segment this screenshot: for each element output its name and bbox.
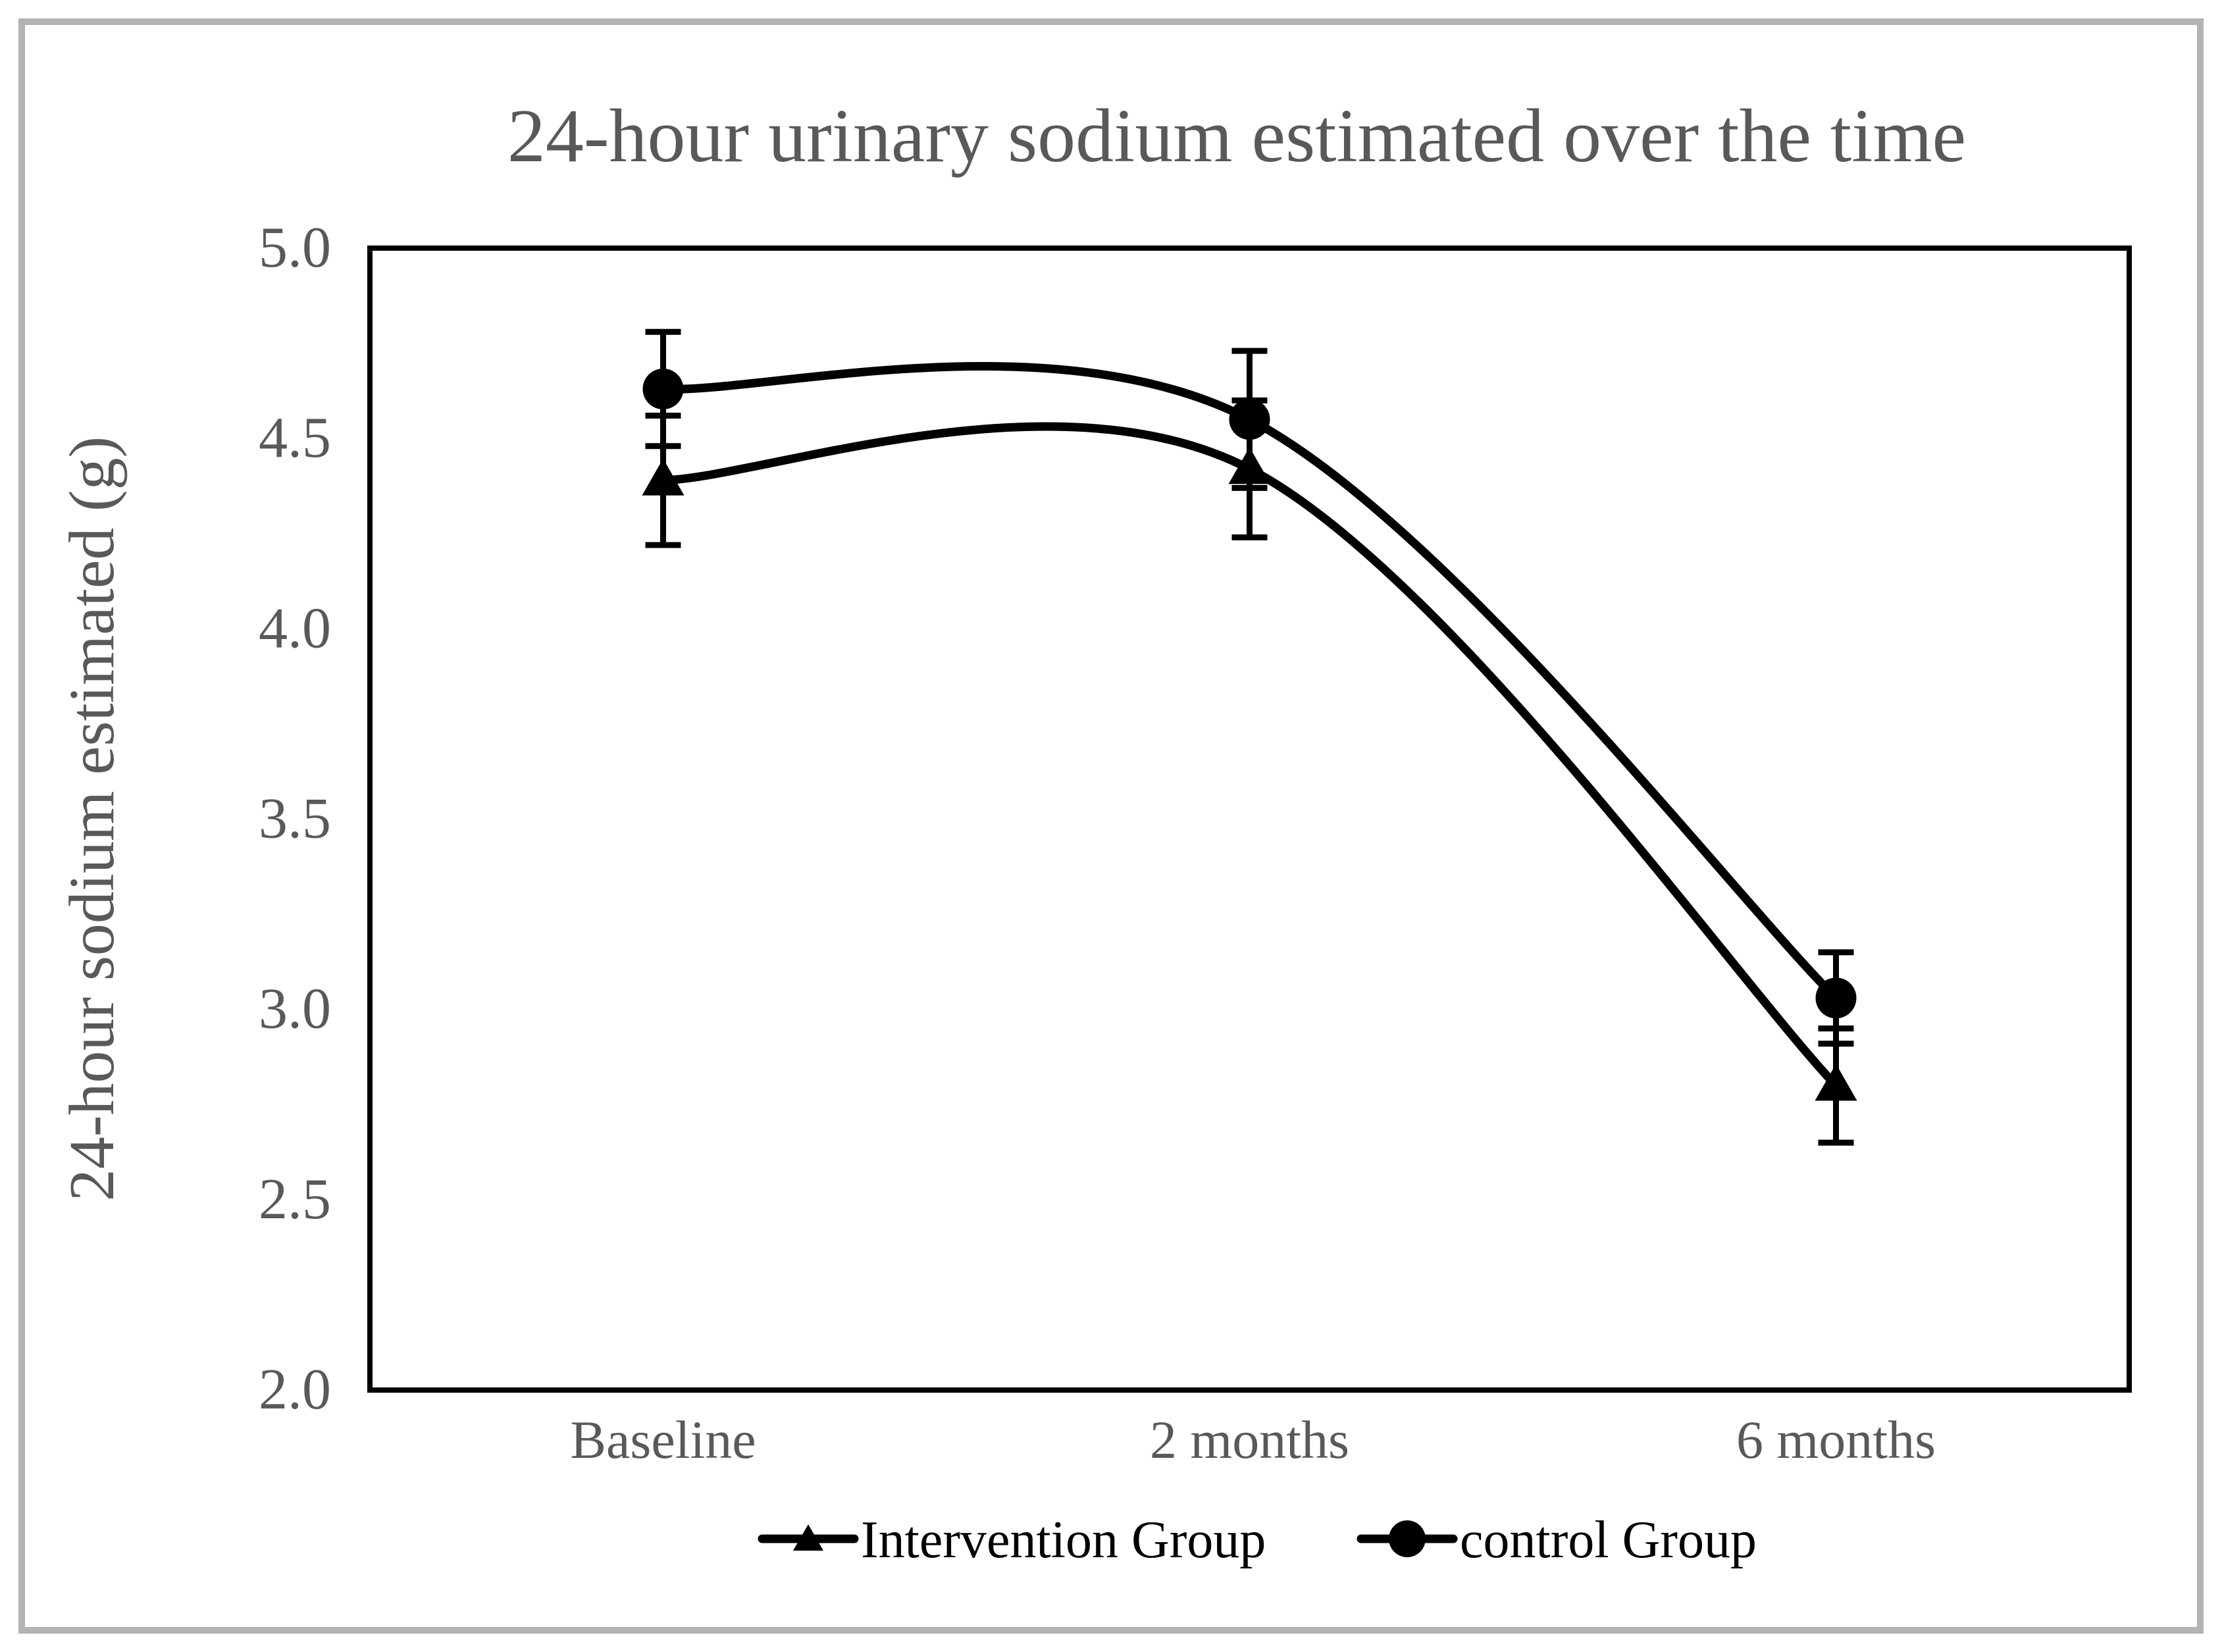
y-tick-label: 4.5 [259, 406, 331, 470]
data-point-triangle [642, 458, 685, 496]
series-line-circle [659, 362, 1840, 1002]
legend-item-control: control Group [1356, 1511, 1757, 1569]
legend-label-control: control Group [1460, 1511, 1757, 1569]
y-tick-label: 2.5 [259, 1168, 331, 1231]
x-category-label: 6 months [1736, 1410, 1936, 1470]
data-point-circle [1229, 399, 1270, 440]
y-tick-label: 3.5 [259, 787, 331, 851]
series-markers-circle [642, 368, 1857, 1019]
data-point-circle [1815, 977, 1857, 1019]
legend-circle-icon [1389, 1520, 1426, 1557]
legend: Intervention Group control Group [758, 1511, 1757, 1569]
data-point-circle [642, 368, 684, 409]
data-point-triangle [1815, 1064, 1857, 1101]
legend-item-intervention: Intervention Group [758, 1511, 1266, 1569]
x-category-label: 2 months [1150, 1410, 1349, 1470]
outer-border [18, 18, 2204, 1634]
series-layer [642, 328, 1857, 1146]
chart-title: 24-hour urinary sodium estimated over th… [507, 94, 1966, 178]
series-markers-triangle [642, 447, 1857, 1101]
y-tick-label: 5.0 [259, 216, 331, 280]
x-axis-category-labels: Baseline 2 months 6 months [570, 1410, 1936, 1470]
x-category-label: Baseline [570, 1410, 756, 1470]
y-tick-label: 2.0 [259, 1358, 331, 1422]
y-tick-label: 3.0 [259, 977, 331, 1041]
series-line-triangle [659, 422, 1840, 1090]
y-axis-title: 24-hour sodium estimated (g) [57, 436, 128, 1201]
legend-label-intervention: Intervention Group [861, 1511, 1266, 1569]
series-error-bars-triangle [645, 397, 1854, 1146]
y-axis-tick-labels: 5.0 4.5 4.0 3.5 3.0 2.5 2.0 [259, 216, 331, 1422]
legend-triangle-icon [793, 1524, 823, 1551]
plot-area-frame [367, 245, 2132, 1393]
data-point-triangle [1228, 447, 1271, 484]
y-tick-label: 4.0 [259, 596, 331, 660]
